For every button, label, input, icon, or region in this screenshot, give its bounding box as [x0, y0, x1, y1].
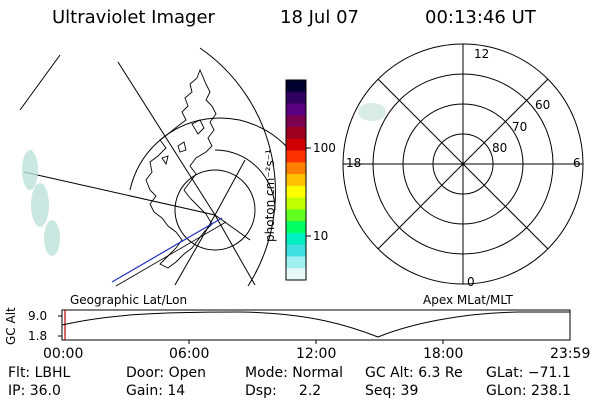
colorbar [286, 80, 306, 281]
colorbar-band [286, 221, 306, 234]
mlat-label-70: 70 [512, 120, 528, 134]
colorbar-band [286, 103, 306, 116]
filter-info: Flt: LBHL [8, 365, 71, 381]
timeline-ytick-9: 9.0 [28, 309, 48, 323]
mlt-label-6: 6 [573, 156, 581, 170]
seq-info: Seq: 39 [365, 383, 419, 399]
colorbar-band [286, 268, 306, 281]
colorbar-band [286, 115, 306, 128]
colorbar-band [286, 256, 306, 269]
timeline-xtick-0600: 06:00 [169, 346, 210, 362]
timeline-plot [58, 309, 571, 344]
mlat-label-80: 80 [492, 141, 508, 155]
timeline-xtick-1200: 12:00 [296, 346, 337, 362]
apex-polar-map [342, 43, 584, 285]
mode-info: Mode: Normal [245, 365, 343, 381]
colorbar-band [286, 232, 306, 246]
colorbar-band [286, 138, 306, 152]
gain-info: Gain: 14 [126, 383, 186, 399]
colorbar-band [286, 174, 306, 187]
time-label: 00:13:46 UT [425, 7, 536, 28]
glat-info: GLat: −71.1 [486, 365, 571, 381]
colorbar-band [286, 162, 306, 175]
mlt-label-18: 18 [346, 156, 362, 170]
ip-info: IP: 36.0 [8, 383, 61, 399]
timeline-xtick-0000: 00:00 [43, 346, 84, 362]
colorbar-band [286, 185, 306, 199]
gc-alt-info: GC Alt: 6.3 Re [365, 365, 463, 381]
colorbar-band [286, 197, 306, 210]
door-info: Door: Open [126, 365, 206, 381]
mlat-label-60: 60 [535, 98, 551, 112]
colorbar-band [286, 80, 306, 93]
geographic-map [19, 47, 301, 287]
colorbar-band [286, 209, 306, 222]
mlt-label-0: 0 [467, 275, 475, 289]
timeline-xtick-2359: 23:59 [550, 346, 591, 362]
colorbar-band [286, 150, 306, 163]
colorbar-band [286, 127, 306, 140]
colorbar-band [286, 244, 306, 257]
mlt-label-12: 12 [474, 47, 490, 61]
colorbar-label-10: 10 [313, 229, 329, 243]
timeline-ylabel: GC Alt [4, 307, 18, 345]
colorbar-label-100: 100 [313, 141, 336, 155]
dsp-info: Dsp: 2.2 [245, 383, 322, 399]
timeline-xtick-1800: 18:00 [423, 346, 464, 362]
instrument-title: Ultraviolet Imager [52, 7, 215, 28]
date-label: 18 Jul 07 [280, 7, 359, 28]
colorbar-frame [285, 79, 307, 281]
glon-info: GLon: 238.1 [486, 383, 572, 399]
geographic-caption: Geographic Lat/Lon [70, 293, 188, 307]
colorbar-band [286, 91, 306, 105]
colorbar-unit: photon cm⁻²s⁻¹ [263, 149, 277, 242]
apex-caption: Apex MLat/MLT [423, 293, 513, 307]
timeline-ytick-1-8: 1.8 [28, 329, 48, 343]
